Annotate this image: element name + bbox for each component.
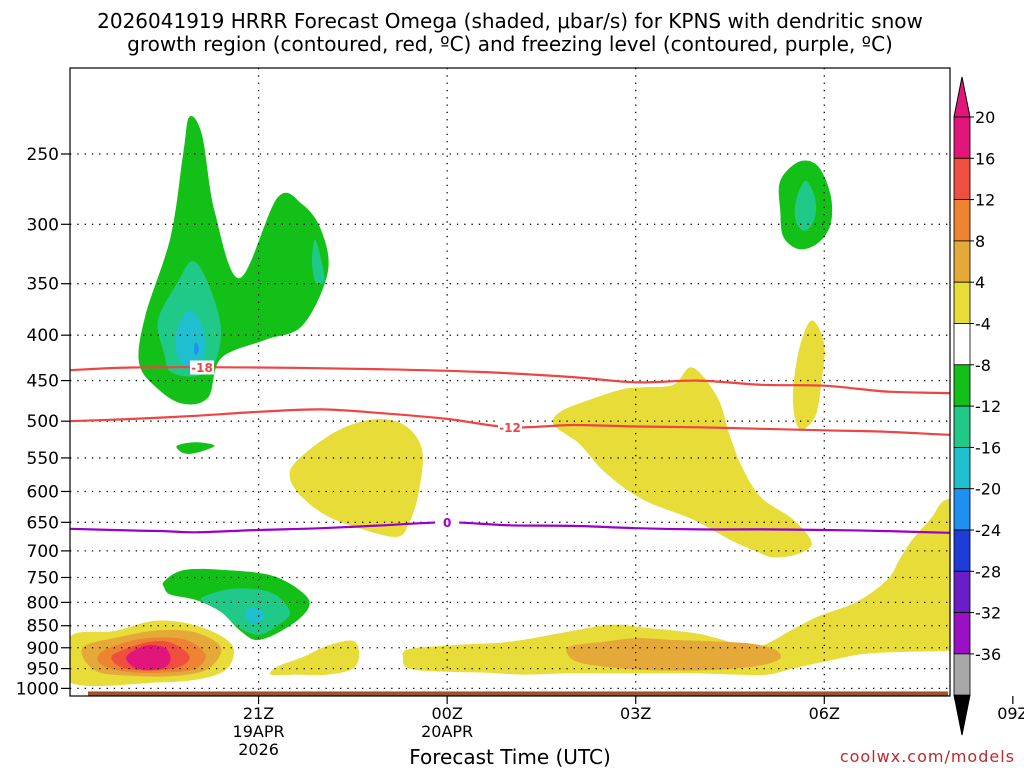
y-tick-label: 800 [27,593,59,613]
omega-region [552,367,812,558]
y-tick-label: 350 [27,275,59,295]
colorbar-label: -24 [975,521,1001,540]
colorbar-swatch [953,570,971,613]
omega-region [194,342,199,355]
omega-region [794,180,817,231]
y-tick-label: 300 [27,215,59,235]
credit-text: coolwx.com/models [840,747,1015,766]
colorbar-label: -32 [975,604,1001,623]
terrain-fill [88,691,948,696]
chart-title-line-1: 2026041919 HRRR Forecast Omega (shaded, … [97,9,923,33]
contour-label-bg [190,360,214,375]
colorbar-label: -12 [975,397,1001,416]
colorbar: 20 16 12 8 4 -4 -8 -12 -16 -20 -24 -28 -32 -36 [953,76,1001,736]
colorbar-label: 8 [975,232,985,251]
terrain-band [88,691,948,696]
contour-label: -12 [499,421,521,435]
x-tick-label: 19APR [233,722,285,741]
y-tick-label: 400 [27,326,59,346]
colorbar-swatch [953,446,971,490]
colorbar-label: -4 [975,315,991,334]
y-tick-label: 250 [27,145,59,165]
colorbar-label: 20 [975,108,995,127]
omega-region [175,310,206,369]
omega-shading [70,115,950,686]
colorbar-label: -20 [975,480,1001,499]
y-tick-label: 700 [27,542,59,562]
y-tick-label: 850 [27,617,59,637]
omega-region [792,320,825,430]
colorbar-label: -16 [975,438,1001,457]
omega-region [176,442,215,454]
colorbar-swatch [953,405,971,448]
y-tick-label: 550 [27,449,59,469]
omega-region [270,640,360,676]
y-tick-label: 1000 [16,679,59,699]
x-tick-label: 06Z [809,704,840,723]
omega-region [402,498,950,676]
y-tick-label: 900 [27,639,59,659]
colorbar-label: -28 [975,562,1001,581]
contour-label: -18 [191,361,213,375]
colorbar-top-arrow [953,76,971,118]
contour-label: 0 [443,516,451,530]
x-axis: 21Z19APR202600Z20APR03Z06Z09Z12Z [233,696,1024,759]
x-tick-label: 21Z [243,704,274,723]
colorbar-label: 16 [975,149,995,168]
omega-region [312,239,325,285]
omega-region [244,607,265,624]
colorbar-swatch [953,116,971,159]
grid-lines [70,68,950,696]
x-tick-label: 20APR [421,722,473,741]
x-tick-label: 00Z [431,704,462,723]
x-tick-label: 09Z [997,704,1024,723]
colorbar-label: -36 [975,645,1001,664]
x-tick-label: 2026 [238,740,279,759]
colorbar-label: 12 [975,191,995,210]
colorbar-swatch [953,323,971,366]
contour-label-bg [435,515,460,530]
colorbar-swatch [953,529,971,572]
y-tick-label: 950 [27,660,59,680]
contour-line [70,408,950,436]
colorbar-label: -8 [975,356,991,375]
colorbar-swatch [953,199,971,242]
colorbar-swatch [953,653,971,696]
y-tick-label: 750 [27,568,59,588]
y-tick-label: 600 [27,482,59,502]
colorbar-swatch [953,612,971,655]
chart-title-line-2: growth region (contoured, red, ºC) and f… [127,32,893,56]
x-axis-label: Forecast Time (UTC) [409,745,611,768]
x-tick-label: 03Z [620,704,651,723]
colorbar-swatch [953,157,971,201]
y-axis: 2503003504004505005506006507007508008509… [16,145,70,699]
colorbar-swatch [953,364,971,407]
contour-label-bg [498,420,522,435]
y-tick-label: 650 [27,513,59,533]
omega-region [289,419,423,537]
colorbar-swatch [953,488,971,531]
plot-frame [69,67,951,697]
contour-line [70,366,950,395]
y-tick-label: 500 [27,412,59,432]
colorbar-swatch [953,240,971,283]
colorbar-bottom-arrow [953,694,971,736]
omega-region [566,638,781,671]
colorbar-swatch [953,281,971,324]
temperature-contours: -18 -12 0 [70,360,950,534]
omega-region [126,645,171,670]
colorbar-label: 4 [975,273,985,292]
y-tick-label: 450 [27,372,59,392]
contour-line [70,521,950,534]
